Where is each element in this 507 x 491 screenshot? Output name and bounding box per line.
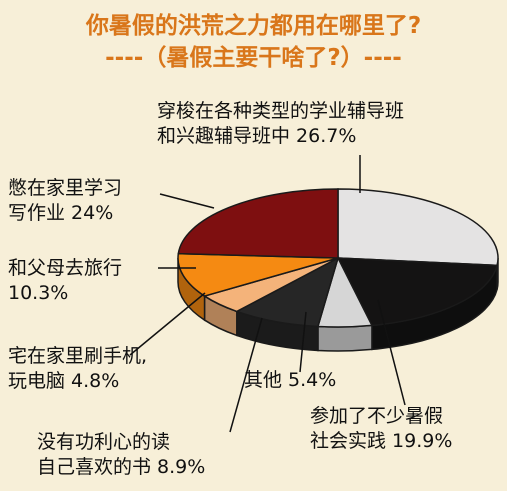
label-phone-line2: 玩电脑 4.8% [8,370,120,392]
pie-slice-s2 [336,257,499,327]
leader-line-s3 [299,311,307,373]
label-other: 其他 5.4% [244,368,336,393]
chart-title: 你暑假的洪荒之力都用在哪里了? [85,13,422,39]
pie-slice-s7 [177,188,339,259]
label-tutoring: 穿梭在各种类型的学业辅导班 和兴趣辅导班中 26.7% [157,99,404,149]
pie-side-s3 [317,324,373,352]
label-phone-line1: 宅在家里刷手机, [8,345,148,367]
label-tutoring-line1: 穿梭在各种类型的学业辅导班 [157,100,405,122]
leader-line-s2 [377,299,406,406]
label-travel: 和父母去旅行 10.3% [8,256,122,306]
chart-subtitle: ----（暑假主要干啥了?）---- [105,45,402,71]
leader-lines [129,155,406,433]
label-study-home-line2: 写作业 24% [8,202,114,224]
label-other-line1: 其他 5.4% [244,369,337,391]
label-reading: 没有功利心的读 自己喜欢的书 8.9% [37,430,205,480]
label-travel-line1: 和父母去旅行 [8,257,123,279]
pie-slices [177,188,499,328]
label-reading-line2: 自己喜欢的书 8.9% [37,456,206,478]
label-tutoring-line2: 和兴趣辅导班中 26.7% [157,125,357,147]
leader-line-s4 [229,317,263,433]
pie-slice-s1 [337,188,499,267]
label-social-practice-line1: 参加了不少暑假 [310,405,444,427]
label-social-practice-line2: 社会实践 19.9% [310,430,453,452]
label-reading-line1: 没有功利心的读 [37,431,171,453]
label-travel-line2: 10.3% [8,282,69,304]
pie-slice-s4 [234,256,340,328]
leader-line-s5 [129,292,206,356]
label-study-home: 憋在家里学习 写作业 24% [8,176,122,226]
pie-side-walls [177,257,499,352]
label-social-practice: 参加了不少暑假 社会实践 19.9% [310,404,452,454]
label-study-home-line1: 憋在家里学习 [8,177,123,199]
leader-line-s7 [159,193,215,209]
label-phone: 宅在家里刷手机, 玩电脑 4.8% [8,344,147,394]
